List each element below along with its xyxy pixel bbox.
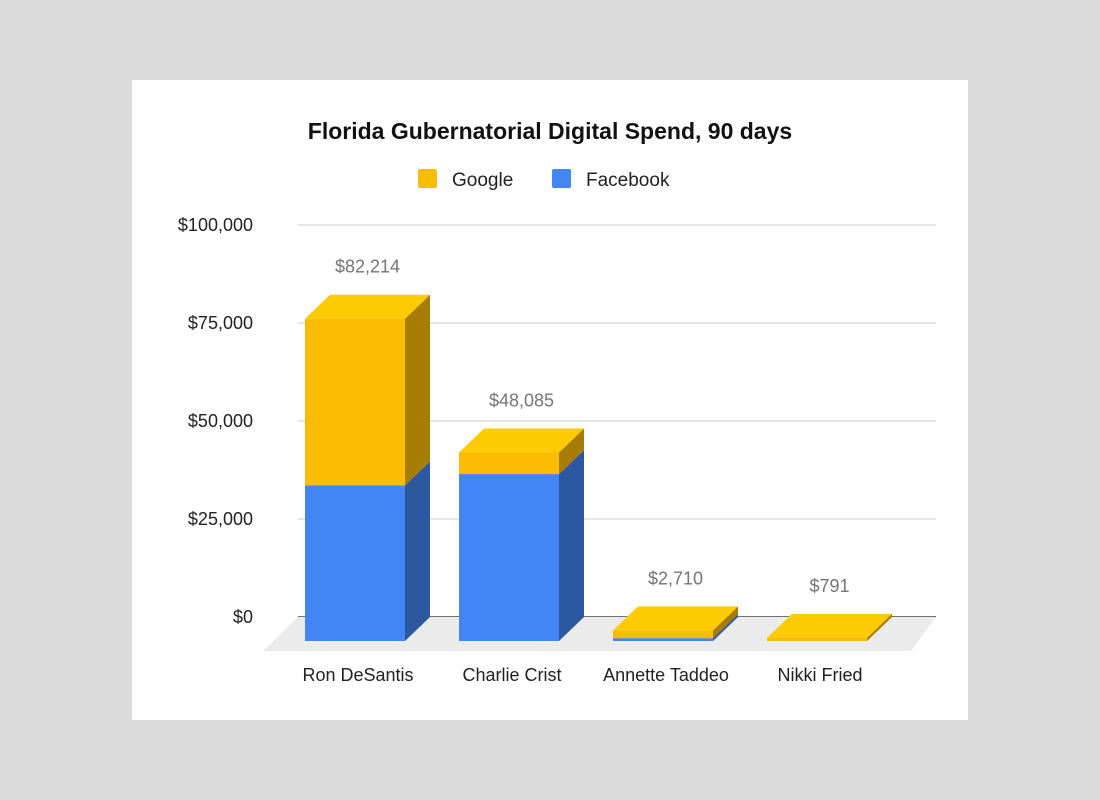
bar-ron-desantis (305, 294, 430, 641)
bar-side-facebook (713, 614, 738, 641)
legend-item-google: Google (418, 169, 513, 191)
bars (305, 294, 892, 641)
bar-top-google (613, 606, 738, 631)
x-tick-label: Annette Taddeo (603, 665, 729, 685)
y-tick-label: $100,000 (178, 215, 253, 235)
y-axis: $0 $25,000 $50,000 $75,000 $100,000 (178, 215, 253, 627)
bar-segment-google (767, 637, 867, 641)
bar-top-google (767, 613, 892, 638)
y-tick-label: $0 (233, 607, 253, 627)
total-label: $791 (809, 576, 849, 596)
bar-chart: $0 $25,000 $50,000 $75,000 $100,000 Ron DeSa… (178, 118, 936, 685)
x-axis: Ron DeSantis Charlie Crist Annette Taddeo N… (302, 665, 862, 685)
legend: Google Facebook (418, 169, 670, 191)
bar-nikki-fried (767, 613, 892, 641)
total-label: $82,214 (335, 257, 400, 277)
bar-segment-google (305, 318, 405, 486)
x-tick-label: Nikki Fried (777, 665, 862, 685)
bar-segment-facebook (613, 638, 713, 641)
chart-floor (263, 617, 936, 651)
legend-swatch-google (418, 169, 437, 188)
legend-swatch-facebook (552, 169, 571, 188)
legend-label-google: Google (452, 170, 513, 191)
bar-side-google (713, 606, 738, 639)
bar-segment-facebook (305, 485, 405, 641)
bar-segment-google (613, 630, 713, 639)
total-label: $48,085 (489, 391, 554, 411)
y-tick-label: $75,000 (188, 313, 253, 333)
bar-charlie-crist (459, 428, 584, 641)
total-labels: $82,214 $48,085 $2,710 $791 (335, 257, 850, 596)
y-tick-label: $25,000 (188, 509, 253, 529)
bar-segment-facebook (459, 474, 559, 641)
legend-item-facebook: Facebook (552, 169, 670, 191)
bar-side-google (405, 294, 430, 486)
legend-label-facebook: Facebook (586, 170, 670, 191)
bar-annette-taddeo (613, 606, 738, 641)
chart-card: $0 $25,000 $50,000 $75,000 $100,000 Ron DeSa… (132, 80, 968, 720)
chart-title: Florida Gubernatorial Digital Spend, 90 … (308, 118, 792, 144)
bar-segment-google (459, 452, 559, 475)
y-tick-label: $50,000 (188, 411, 253, 431)
bar-side-google (559, 428, 584, 475)
bar-side-google (867, 613, 892, 641)
bar-top-google (305, 294, 430, 319)
floor-plane (263, 617, 936, 651)
x-tick-label: Ron DeSantis (302, 665, 413, 685)
total-label: $2,710 (648, 568, 703, 588)
bar-side-facebook (405, 461, 430, 641)
bar-top-google (459, 428, 584, 453)
bar-side-facebook (559, 450, 584, 641)
x-tick-label: Charlie Crist (462, 665, 561, 685)
